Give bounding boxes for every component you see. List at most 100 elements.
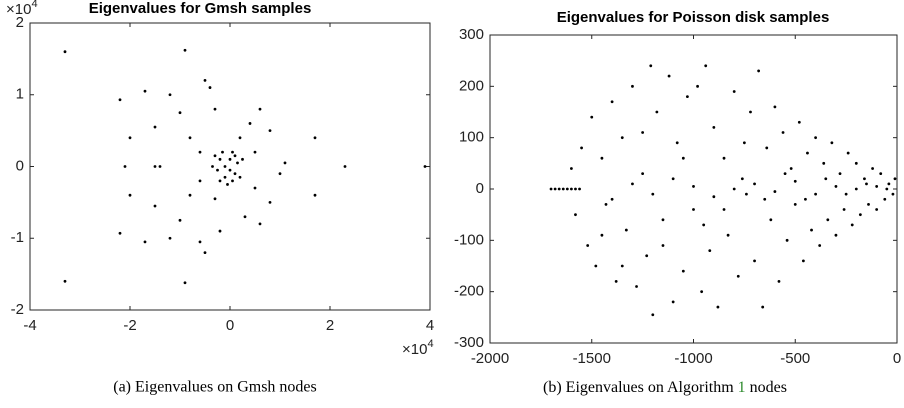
multiplier-base: ×10 <box>402 341 427 358</box>
point <box>740 177 744 181</box>
point <box>649 64 653 68</box>
point <box>570 187 573 191</box>
point <box>614 280 618 283</box>
point <box>824 177 828 181</box>
x-tick-label: -500 <box>780 350 810 367</box>
point <box>641 131 645 134</box>
point <box>818 244 822 247</box>
point <box>867 203 870 206</box>
point <box>692 185 695 188</box>
point <box>557 187 561 191</box>
point <box>221 150 224 154</box>
point <box>783 172 787 176</box>
y-tick-label: -300 <box>454 334 484 351</box>
point <box>218 229 222 233</box>
point <box>885 187 889 191</box>
point <box>158 165 162 168</box>
point <box>671 177 675 181</box>
point <box>732 90 736 93</box>
point <box>789 167 793 170</box>
point <box>712 126 716 129</box>
point <box>645 254 649 258</box>
y-tick-label: 200 <box>459 77 484 94</box>
point <box>702 223 706 227</box>
caption-part: (b) Eigenvalues on Algorithm <box>543 379 738 396</box>
point <box>834 233 838 237</box>
point <box>565 187 569 191</box>
point <box>620 136 624 140</box>
point <box>801 259 805 263</box>
y-tick-label: -200 <box>454 283 484 300</box>
point <box>236 161 239 165</box>
point <box>858 213 862 217</box>
point <box>671 300 675 304</box>
point <box>231 150 234 154</box>
point <box>757 69 761 73</box>
point <box>692 208 695 211</box>
point <box>223 175 227 179</box>
y-tick-label: 2 <box>16 14 24 31</box>
point <box>228 168 232 172</box>
point <box>875 185 879 188</box>
point <box>231 179 234 183</box>
x-tick-label: 0 <box>893 350 901 367</box>
axes-box <box>29 22 431 311</box>
point <box>722 156 726 160</box>
point <box>118 98 122 102</box>
y-tick-label: 0 <box>16 157 24 174</box>
y-tick-label: 300 <box>459 26 484 43</box>
point <box>241 157 244 161</box>
caption-part: nodes <box>746 379 787 396</box>
point <box>822 161 826 165</box>
point <box>844 192 848 196</box>
chart-title: Eigenvalues for Gmsh samples <box>89 0 312 17</box>
point <box>268 129 272 133</box>
point <box>681 269 685 273</box>
point <box>631 84 634 88</box>
point <box>610 100 614 104</box>
point <box>586 244 590 247</box>
point <box>871 167 874 170</box>
point <box>604 203 608 206</box>
point <box>854 187 858 191</box>
point <box>183 48 187 52</box>
point <box>879 172 883 176</box>
point <box>810 228 813 232</box>
point <box>631 182 634 186</box>
point <box>203 251 207 255</box>
point <box>600 233 604 237</box>
point <box>553 187 557 191</box>
point <box>850 223 854 227</box>
point <box>218 157 222 161</box>
point <box>183 281 187 285</box>
point <box>223 165 227 168</box>
point <box>549 187 553 191</box>
point <box>313 136 317 140</box>
point <box>153 204 157 208</box>
point <box>793 203 797 206</box>
point <box>681 156 685 160</box>
plot: -2000 -1500 -1000 -500 0-300-200-10001002003… <box>454 9 901 396</box>
point <box>213 107 217 111</box>
point <box>793 179 797 183</box>
point <box>745 192 748 196</box>
point <box>661 218 665 222</box>
point <box>834 185 838 188</box>
x-tick-label: 0 <box>226 317 234 334</box>
point <box>742 141 746 145</box>
y-tick-label: -1 <box>11 229 24 246</box>
point <box>188 136 192 140</box>
point <box>258 222 262 226</box>
point <box>854 161 858 165</box>
point <box>228 157 232 161</box>
point <box>722 208 726 211</box>
point <box>773 105 777 109</box>
point <box>865 182 868 186</box>
point <box>188 193 192 197</box>
point <box>343 165 347 168</box>
y-tick-label: 0 <box>476 180 484 197</box>
point <box>753 259 756 263</box>
point <box>313 193 317 197</box>
point <box>769 218 773 222</box>
y-tick-label: 1 <box>16 86 24 103</box>
